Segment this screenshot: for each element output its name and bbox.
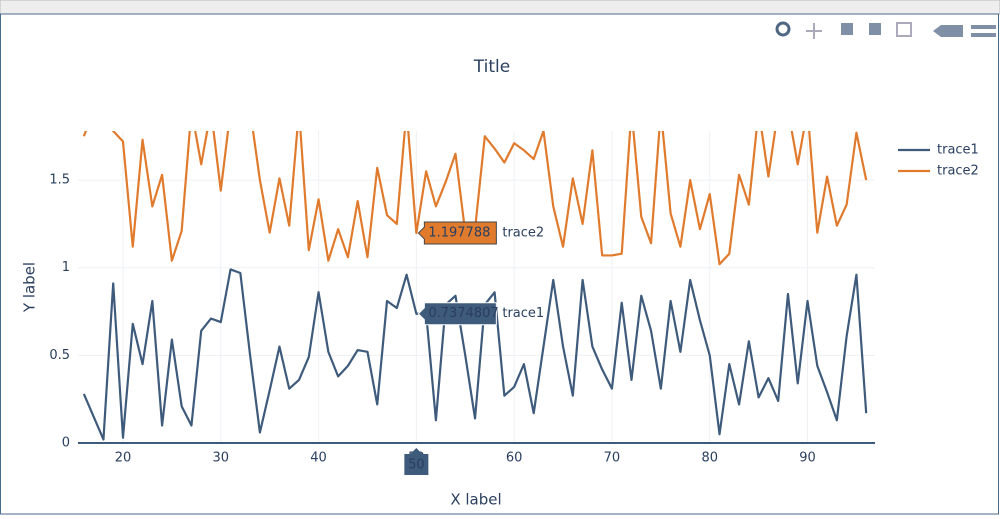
hover-name: trace1 — [502, 306, 544, 321]
hover-value: 0.7374807 — [428, 306, 498, 321]
x-axis-label: X label — [450, 491, 501, 509]
x-tick-label: 20 — [115, 451, 132, 466]
zoom-in-button[interactable] — [841, 23, 853, 35]
y-tick-label: 1 — [62, 260, 70, 275]
modebar — [775, 21, 996, 39]
hover-x-label: 50 — [408, 458, 425, 473]
zoom-out-button[interactable] — [869, 23, 881, 35]
y-axis-label: Y label — [21, 262, 39, 313]
hover-box — [417, 302, 497, 326]
chart-title: Title — [473, 57, 510, 77]
hover-x-box — [404, 448, 429, 475]
hover-value: 1.197788 — [428, 226, 490, 241]
autoscale-button[interactable] — [896, 22, 912, 37]
y-tick-label: 1.5 — [49, 173, 70, 188]
hover-closest-button[interactable] — [933, 25, 963, 37]
top-bar — [0, 0, 1000, 15]
hover-name: trace2 — [502, 226, 544, 241]
x-tick-label: 40 — [310, 451, 327, 466]
x-tick-label: 90 — [799, 451, 816, 466]
legend-label: trace1 — [937, 143, 979, 158]
y-tick-label: 0.5 — [49, 348, 70, 363]
hover-box — [417, 221, 497, 245]
line-series — [82, 268, 868, 441]
x-tick-label: 60 — [506, 451, 523, 466]
zoom-button[interactable] — [775, 21, 791, 37]
x-tick-label: 30 — [213, 451, 230, 466]
pan-button[interactable] — [806, 23, 822, 39]
x-tick-label: 70 — [604, 451, 621, 466]
hover-compare-button[interactable] — [971, 25, 996, 37]
frame — [0, 13, 999, 515]
x-tick-label: 80 — [701, 451, 718, 466]
y-tick-label: 0 — [62, 436, 70, 451]
legend-label: trace2 — [937, 164, 979, 179]
